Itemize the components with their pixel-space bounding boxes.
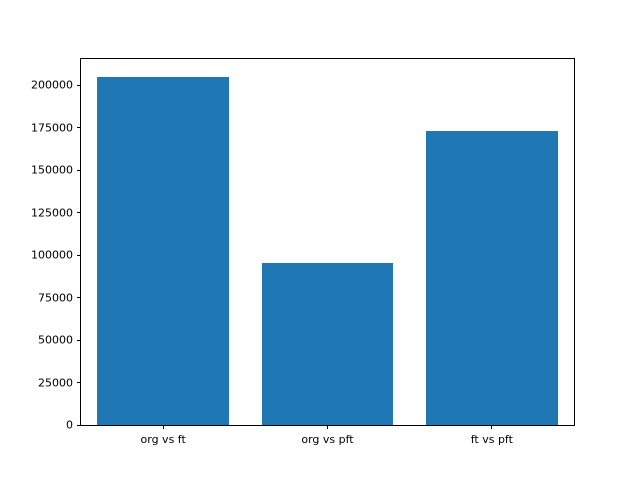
x-axis-tick-label: org vs pft — [301, 433, 354, 446]
y-axis-tick-label: 100000 — [31, 248, 73, 262]
y-axis-tick-label: 150000 — [31, 163, 73, 177]
x-axis-tick-mark — [162, 425, 164, 429]
y-axis-tick-label: 125000 — [31, 206, 73, 220]
x-axis-tick-mark — [327, 425, 328, 429]
x-axis-tick-mark — [491, 425, 493, 429]
plot-area: 0 25000 50000 75000 100000 125000 150000 175000… — [31, 58, 575, 446]
y-axis-tick-label: 25000 — [38, 376, 73, 390]
x-axis-tick-label: ft vs pft — [470, 433, 513, 446]
bar — [261, 262, 394, 425]
y-axis-tick-mark — [77, 424, 81, 426]
y-axis-tick-mark — [77, 254, 81, 256]
y-axis-tick-mark — [77, 212, 81, 214]
y-axis-tick-mark — [77, 127, 81, 129]
y-axis-tick-label: 175000 — [31, 121, 73, 135]
y-axis-tick-mark — [77, 169, 81, 171]
x-axis-tick-label: org vs ft — [140, 433, 186, 446]
y-axis-tick-mark — [77, 297, 81, 299]
y-axis-tick-label: 200000 — [31, 78, 73, 92]
bar — [426, 131, 558, 425]
bar — [97, 76, 229, 425]
y-axis-tick-label: 0 — [66, 418, 73, 432]
y-axis-tick-label: 50000 — [38, 333, 73, 347]
y-axis-tick-mark — [77, 84, 81, 86]
y-axis-tick-mark — [77, 339, 81, 341]
y-axis-tick-mark — [77, 382, 81, 384]
y-axis-tick-label: 75000 — [38, 291, 73, 305]
